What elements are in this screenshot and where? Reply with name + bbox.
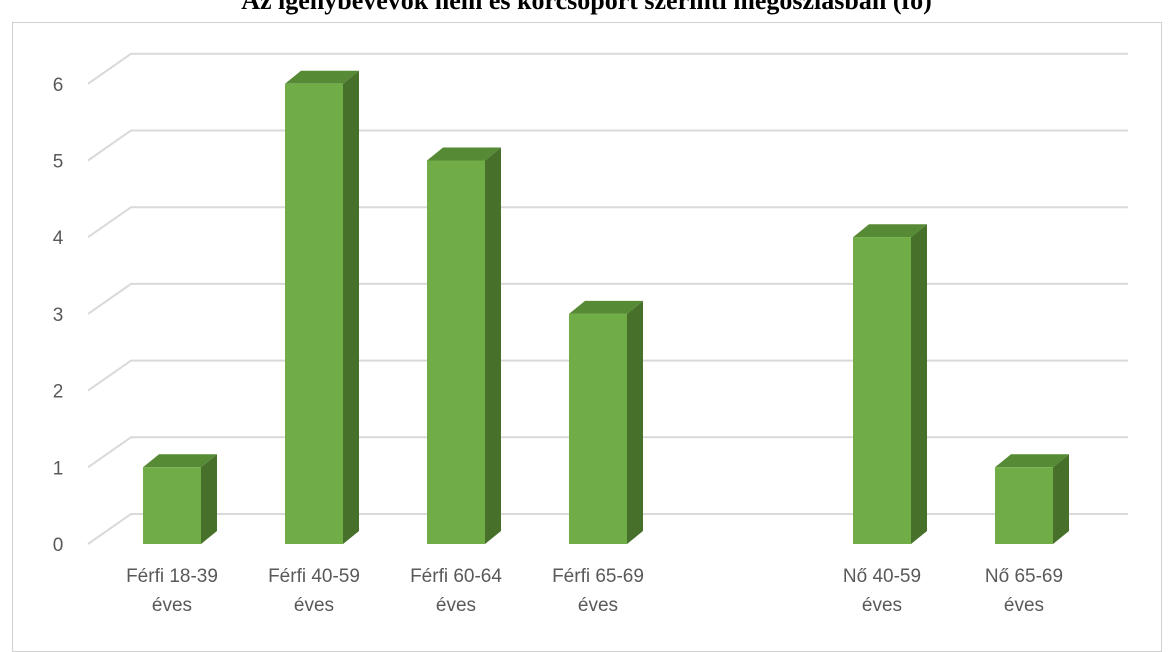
y-tick-label: 3 <box>53 305 64 326</box>
x-tick-label: éves <box>1004 595 1044 616</box>
bar-top <box>427 147 501 161</box>
gridline <box>87 436 1128 469</box>
bar-side <box>485 147 501 544</box>
y-tick-label: 6 <box>53 75 64 96</box>
y-tick-label: 4 <box>53 228 64 249</box>
bar-chart: 0 1 2 3 4 5 6 Férfi 18-39 éves Férfi 40-59 éves Fér… <box>53 52 1128 616</box>
x-tick-label: éves <box>294 595 334 616</box>
bar <box>853 237 911 544</box>
bar-top <box>143 454 217 468</box>
bar-top <box>285 70 359 84</box>
bar-side <box>911 224 927 544</box>
x-tick-label: éves <box>152 595 192 616</box>
x-tick-label: Férfi 18-39 <box>126 566 218 587</box>
gridline <box>87 206 1128 239</box>
bar-top <box>995 454 1069 468</box>
gridline <box>87 513 1128 545</box>
chart-title: Az igénybevevők nem és korcsoport szerin… <box>241 0 932 15</box>
x-tick-label: Férfi 60-64 <box>410 566 502 587</box>
gridline <box>87 129 1128 162</box>
bar <box>427 160 485 544</box>
bar <box>143 467 201 544</box>
x-tick-label: Nő 65-69 <box>985 566 1063 587</box>
x-tick-label: éves <box>436 595 476 616</box>
bar-side <box>1053 454 1069 544</box>
x-tick-label: Férfi 40-59 <box>268 566 360 587</box>
x-tick-label: Nő 40-59 <box>843 566 921 587</box>
gridline <box>87 282 1128 315</box>
x-tick-label: Férfi 65-69 <box>552 566 644 587</box>
bar-side <box>201 454 217 544</box>
bar <box>569 313 627 544</box>
y-tick-label: 1 <box>53 458 64 479</box>
x-tick-label: éves <box>862 595 902 616</box>
x-tick-label: éves <box>578 595 618 616</box>
bar-side <box>627 300 643 544</box>
bar-side <box>343 70 359 545</box>
bar <box>995 467 1053 544</box>
y-tick-label: 5 <box>53 152 64 173</box>
gridline <box>87 52 1128 85</box>
gridline <box>87 359 1128 392</box>
bar-top <box>853 224 927 238</box>
bar <box>285 83 343 545</box>
y-tick-label: 2 <box>53 382 64 403</box>
y-tick-label: 0 <box>53 535 64 556</box>
bar-top <box>569 300 643 314</box>
